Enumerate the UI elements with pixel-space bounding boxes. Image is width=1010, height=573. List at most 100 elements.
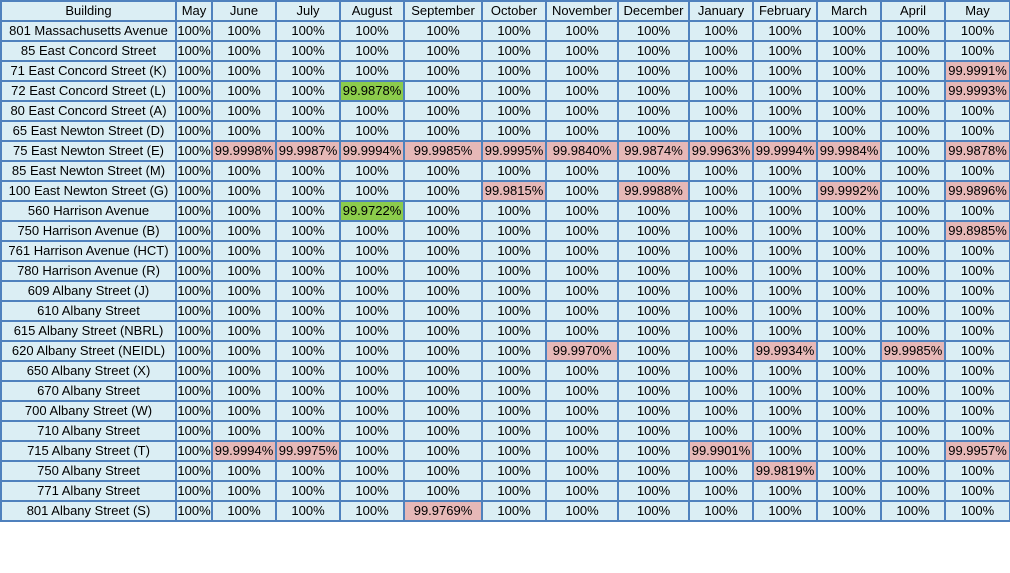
uptime-cell: 100% <box>880 400 946 422</box>
uptime-cell: 100% <box>275 100 341 122</box>
uptime-cell: 100% <box>339 260 405 282</box>
uptime-cell: 100% <box>944 360 1010 382</box>
uptime-cell: 100% <box>816 220 882 242</box>
uptime-cell: 100% <box>944 380 1010 402</box>
uptime-cell: 100% <box>403 280 483 302</box>
building-name-cell: 670 Albany Street <box>0 380 177 402</box>
uptime-cell: 100% <box>403 360 483 382</box>
uptime-cell: 100% <box>617 40 690 62</box>
uptime-cell: 100% <box>175 200 213 222</box>
uptime-cell: 100% <box>688 80 754 102</box>
uptime-cell: 99.9874% <box>617 140 690 162</box>
uptime-cell: 100% <box>545 460 619 482</box>
uptime-cell: 100% <box>403 340 483 362</box>
uptime-cell: 100% <box>339 480 405 502</box>
uptime-cell: 100% <box>545 260 619 282</box>
uptime-cell: 100% <box>688 220 754 242</box>
building-name-cell: 710 Albany Street <box>0 420 177 442</box>
column-header-month: November <box>545 0 619 22</box>
uptime-cell: 100% <box>944 200 1010 222</box>
uptime-cell: 99.9901% <box>688 440 754 462</box>
uptime-cell: 100% <box>880 440 946 462</box>
uptime-cell: 100% <box>688 60 754 82</box>
uptime-cell: 100% <box>481 300 547 322</box>
uptime-cell: 100% <box>752 480 818 502</box>
uptime-cell: 100% <box>403 60 483 82</box>
uptime-cell: 100% <box>403 400 483 422</box>
uptime-cell: 100% <box>339 280 405 302</box>
uptime-cell: 100% <box>617 20 690 42</box>
uptime-cell: 100% <box>275 460 341 482</box>
uptime-cell: 100% <box>175 160 213 182</box>
uptime-cell: 100% <box>339 400 405 422</box>
uptime-cell: 100% <box>175 260 213 282</box>
uptime-cell: 100% <box>175 80 213 102</box>
uptime-cell: 100% <box>339 380 405 402</box>
uptime-cell: 100% <box>816 420 882 442</box>
uptime-cell: 100% <box>816 60 882 82</box>
uptime-cell: 100% <box>481 360 547 382</box>
uptime-cell: 100% <box>752 100 818 122</box>
uptime-cell: 100% <box>481 400 547 422</box>
uptime-cell: 100% <box>175 280 213 302</box>
table-row: 780 Harrison Avenue (R) 100% 100% 100% 100% 1… <box>0 260 1010 282</box>
uptime-cell: 100% <box>403 200 483 222</box>
uptime-cell: 100% <box>816 460 882 482</box>
uptime-cell: 100% <box>752 80 818 102</box>
uptime-cell: 100% <box>211 60 277 82</box>
uptime-cell: 100% <box>275 220 341 242</box>
uptime-cell: 100% <box>688 320 754 342</box>
uptime-cell: 100% <box>545 420 619 442</box>
uptime-cell: 100% <box>880 300 946 322</box>
table-row: 80 East Concord Street (A) 100% 100% 100% 10… <box>0 100 1010 122</box>
uptime-cell: 100% <box>339 340 405 362</box>
uptime-cell: 100% <box>339 160 405 182</box>
building-name-cell: 610 Albany Street <box>0 300 177 322</box>
uptime-cell: 100% <box>816 400 882 422</box>
uptime-cell: 100% <box>617 280 690 302</box>
table-row: 85 East Newton Street (M) 100% 100% 100% 100… <box>0 160 1010 182</box>
uptime-cell: 99.9995% <box>481 140 547 162</box>
uptime-cell: 100% <box>175 300 213 322</box>
uptime-cell: 100% <box>211 280 277 302</box>
uptime-cell: 100% <box>816 440 882 462</box>
table-row: 620 Albany Street (NEIDL) 100% 100% 100% 100… <box>0 340 1010 362</box>
uptime-cell: 100% <box>688 360 754 382</box>
column-header-month: April <box>880 0 946 22</box>
uptime-cell: 100% <box>211 80 277 102</box>
uptime-cell: 100% <box>275 20 341 42</box>
table-row: 761 Harrison Avenue (HCT) 100% 100% 100% 100… <box>0 240 1010 262</box>
uptime-cell: 100% <box>339 360 405 382</box>
uptime-cell: 100% <box>211 220 277 242</box>
uptime-cell: 100% <box>545 500 619 522</box>
uptime-cell: 100% <box>752 60 818 82</box>
uptime-cell: 100% <box>211 120 277 142</box>
uptime-cell: 100% <box>944 120 1010 142</box>
uptime-cell: 100% <box>339 240 405 262</box>
uptime-cell: 99.9984% <box>816 140 882 162</box>
uptime-cell: 100% <box>688 40 754 62</box>
uptime-cell: 100% <box>211 100 277 122</box>
uptime-cell: 99.9985% <box>403 140 483 162</box>
uptime-cell: 100% <box>211 340 277 362</box>
uptime-cell: 100% <box>688 180 754 202</box>
uptime-cell: 100% <box>175 40 213 62</box>
uptime-cell: 99.9840% <box>545 140 619 162</box>
uptime-cell: 100% <box>688 160 754 182</box>
uptime-cell: 100% <box>481 420 547 442</box>
uptime-cell: 100% <box>211 40 277 62</box>
uptime-cell: 100% <box>617 260 690 282</box>
column-header-month: May <box>944 0 1010 22</box>
table-row: 715 Albany Street (T) 100% 99.9994% 99.9975… <box>0 440 1010 462</box>
uptime-cell: 100% <box>275 280 341 302</box>
uptime-cell: 100% <box>275 300 341 322</box>
table-header: Building May June July August September Octobe… <box>0 0 1010 22</box>
uptime-cell: 100% <box>944 300 1010 322</box>
uptime-cell: 100% <box>944 40 1010 62</box>
uptime-cell: 99.8985% <box>944 220 1010 242</box>
building-name-cell: 715 Albany Street (T) <box>0 440 177 462</box>
uptime-cell: 99.9991% <box>944 60 1010 82</box>
uptime-cell: 100% <box>880 200 946 222</box>
uptime-cell: 100% <box>688 240 754 262</box>
uptime-cell: 100% <box>211 400 277 422</box>
